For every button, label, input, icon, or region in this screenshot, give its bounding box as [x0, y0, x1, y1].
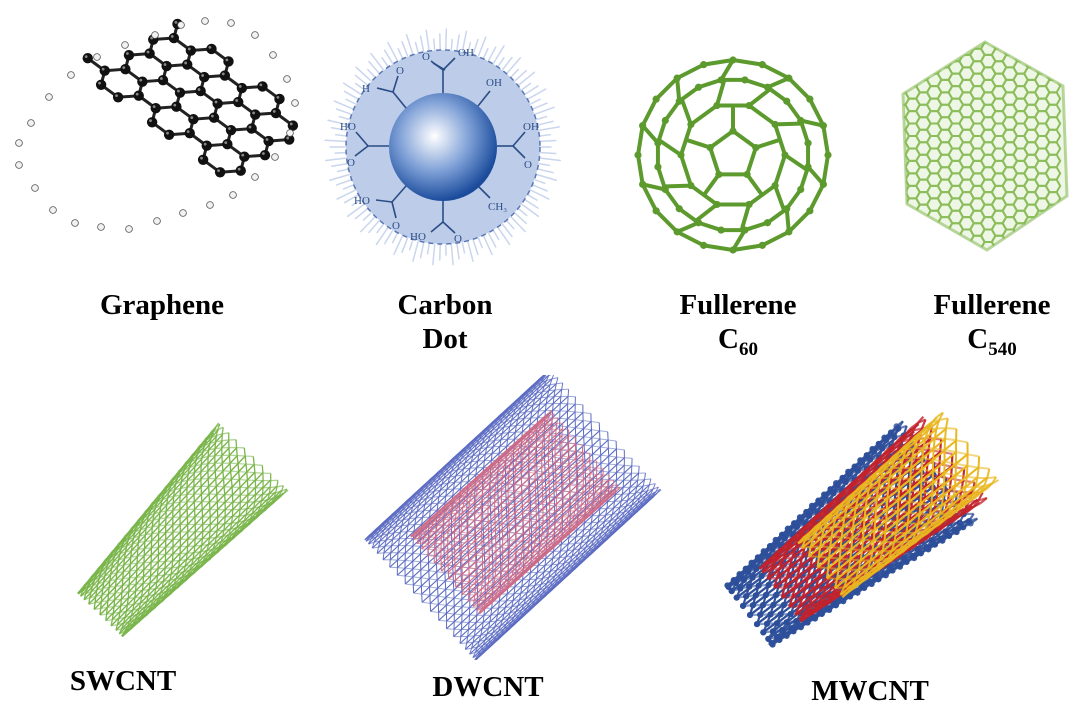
fullerene-c540-cage: [901, 40, 1069, 252]
label-fullerene-c60: Fullerene C60: [658, 288, 818, 359]
formula-base: C: [967, 323, 989, 355]
group-label-oh: OH: [523, 121, 539, 133]
mwcnt-inner-wall: [797, 411, 999, 598]
swcnt-mesh: [77, 422, 289, 638]
mwcnt-illustration: [710, 400, 1010, 665]
group-label-oh: OH: [486, 77, 502, 89]
group-label-o: O: [392, 220, 400, 232]
group-label-o: O: [454, 233, 462, 245]
label-carbon-dot-line1: Carbon: [397, 289, 493, 321]
c60-bonds: [636, 58, 830, 252]
carbon-dot-glow-rays: [324, 28, 561, 266]
group-label-o: O: [347, 157, 355, 169]
label-dwcnt: DWCNT: [413, 670, 563, 704]
formula-base: C: [718, 323, 739, 355]
group-label-ho: HO: [410, 231, 426, 243]
swcnt-tube: [77, 422, 289, 638]
formula-subscript: 540: [988, 339, 1017, 360]
label-fullerene-c540: Fullerene C540: [912, 288, 1072, 359]
fullerene-c540-illustration: [895, 36, 1075, 256]
label-graphene: Graphene: [82, 288, 242, 322]
label-fullerene-c540-line1: Fullerene: [933, 289, 1051, 321]
label-swcnt: SWCNT: [48, 664, 198, 698]
dwcnt-inner-wall: [410, 409, 621, 615]
c60-atoms: [634, 56, 832, 254]
formula-subscript: 60: [738, 339, 758, 360]
label-fullerene-c540-formula: C540: [912, 322, 1072, 359]
group-label-h: H: [362, 83, 370, 95]
label-swcnt-text: SWCNT: [69, 665, 177, 697]
group-label-oh: OH: [458, 47, 474, 59]
graphene-lattice: [15, 17, 299, 233]
graphene-illustration: [5, 5, 305, 250]
dwcnt-tube: [364, 375, 662, 660]
label-graphene-text: Graphene: [99, 289, 225, 321]
carbon-dot-diagram: OH O H O OH HO O OH O HO O CH₃ HO O: [324, 28, 561, 266]
mwcnt-tube: [724, 411, 999, 648]
group-label-ho: HO: [354, 195, 370, 207]
label-mwcnt: MWCNT: [790, 674, 950, 708]
group-label-ho: HO: [340, 121, 356, 133]
functional-group-bonds: [354, 57, 526, 234]
group-label-o: O: [524, 159, 532, 171]
label-dwcnt-text: DWCNT: [432, 671, 544, 703]
dwcnt-outer-wall: [364, 375, 662, 660]
dwcnt-illustration: [360, 375, 665, 660]
fullerene-c60-illustration: [633, 55, 833, 255]
carbon-dot-illustration: OH O H O OH HO O OH O HO O CH₃ HO O: [318, 28, 568, 268]
label-carbon-dot: Carbon Dot: [370, 288, 520, 356]
swcnt-illustration: [55, 400, 300, 655]
group-label-o: O: [396, 65, 404, 77]
label-carbon-dot-line2: Dot: [422, 323, 468, 355]
label-fullerene-c60-line1: Fullerene: [679, 289, 797, 321]
graphene-sheet: [15, 17, 299, 233]
label-mwcnt-text: MWCNT: [811, 675, 929, 707]
fullerene-c60-cage: [634, 56, 832, 254]
group-label-o: O: [422, 51, 430, 63]
carbon-dot-core: [389, 93, 497, 201]
label-fullerene-c60-formula: C60: [658, 322, 818, 359]
group-label-ch3: CH₃: [488, 201, 507, 213]
functional-group-labels: OH O H O OH HO O OH O HO O CH₃ HO O: [340, 47, 539, 245]
